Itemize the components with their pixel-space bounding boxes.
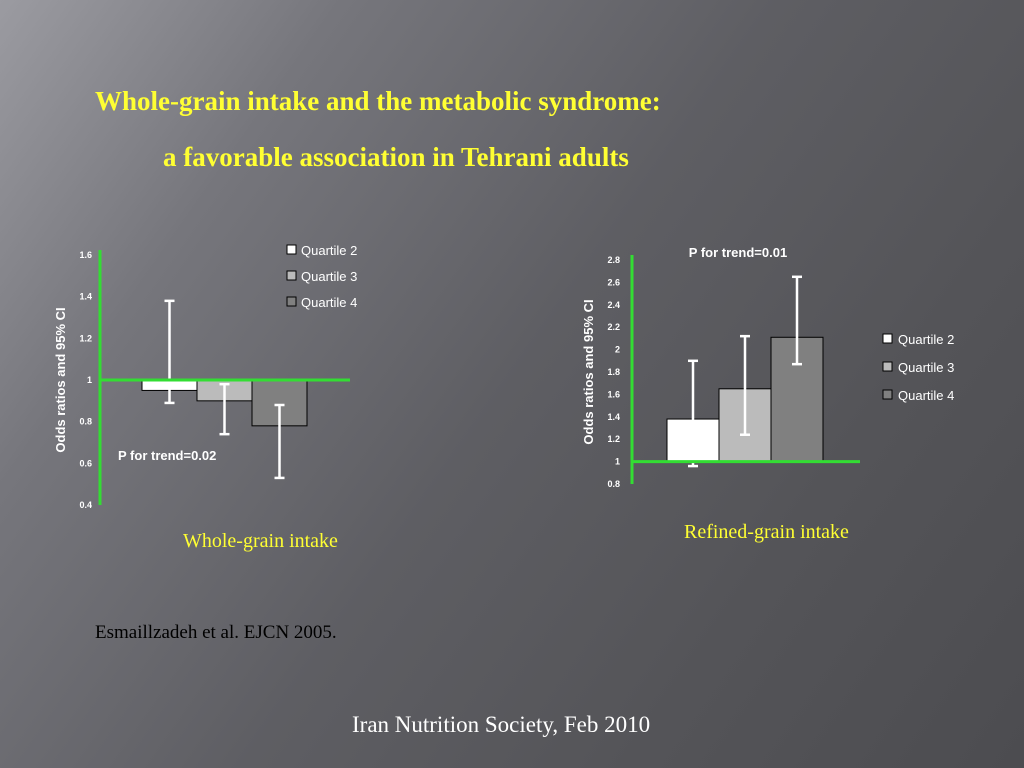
whole-grain-caption: Whole-grain intake bbox=[183, 530, 338, 552]
y-tick-label: 1 bbox=[615, 457, 620, 467]
slide-title-line2: a favorable association in Tehrani adult… bbox=[163, 142, 629, 172]
y-tick-label: 2.2 bbox=[607, 322, 620, 332]
p-trend-annotation: P for trend=0.01 bbox=[689, 245, 787, 260]
y-tick-label: 0.6 bbox=[79, 458, 92, 468]
y-tick-label: 0.8 bbox=[79, 417, 92, 427]
y-tick-label: 1.4 bbox=[79, 292, 92, 302]
legend-swatch bbox=[286, 244, 297, 255]
citation: Esmaillzadeh et al. EJCN 2005. bbox=[95, 622, 337, 643]
y-tick-label: 1 bbox=[87, 375, 92, 385]
y-tick-label: 2.8 bbox=[607, 255, 620, 265]
legend-label: Quartile 4 bbox=[898, 388, 954, 403]
y-tick-label: 0.4 bbox=[79, 500, 92, 510]
y-axis-label: Odds ratios and 95% CI bbox=[581, 299, 596, 444]
legend-label: Quartile 2 bbox=[301, 243, 357, 258]
slide-title-line1: Whole-grain intake and the metabolic syn… bbox=[95, 86, 661, 116]
legend-label: Quartile 4 bbox=[301, 295, 357, 310]
legend-swatch bbox=[286, 296, 297, 307]
y-tick-label: 2.6 bbox=[607, 277, 620, 287]
y-tick-label: 1.2 bbox=[607, 434, 620, 444]
y-tick-label: 1.2 bbox=[79, 333, 92, 343]
legend-label: Quartile 3 bbox=[898, 360, 954, 375]
y-tick-label: 0.8 bbox=[607, 479, 620, 489]
y-tick-label: 1.6 bbox=[79, 250, 92, 260]
y-axis-label: Odds ratios and 95% CI bbox=[53, 307, 68, 452]
legend-swatch bbox=[882, 333, 893, 344]
y-tick-label: 2.4 bbox=[607, 300, 620, 310]
legend-swatch bbox=[882, 389, 893, 400]
y-tick-label: 1.6 bbox=[607, 389, 620, 399]
legend-label: Quartile 2 bbox=[898, 332, 954, 347]
legend-swatch bbox=[882, 361, 893, 372]
y-tick-label: 1.4 bbox=[607, 412, 620, 422]
refined-grain-caption: Refined-grain intake bbox=[684, 521, 849, 543]
refined-grain-chart: 0.8 1 1.2 1.4 1.6 1.8 2 2.2 2.4 2.6 2.8 Odds ratios… bbox=[581, 245, 954, 489]
slide-footer: Iran Nutrition Society, Feb 2010 bbox=[352, 712, 651, 737]
y-tick-label: 1.8 bbox=[607, 367, 620, 377]
p-trend-annotation: P for trend=0.02 bbox=[118, 448, 216, 463]
whole-grain-chart: 0.4 0.6 0.8 1 1.2 1.4 1.6 Odds ratios and 95% C… bbox=[53, 243, 357, 510]
y-tick-label: 2 bbox=[615, 345, 620, 355]
legend-label: Quartile 3 bbox=[301, 269, 357, 284]
legend-swatch bbox=[286, 270, 297, 281]
